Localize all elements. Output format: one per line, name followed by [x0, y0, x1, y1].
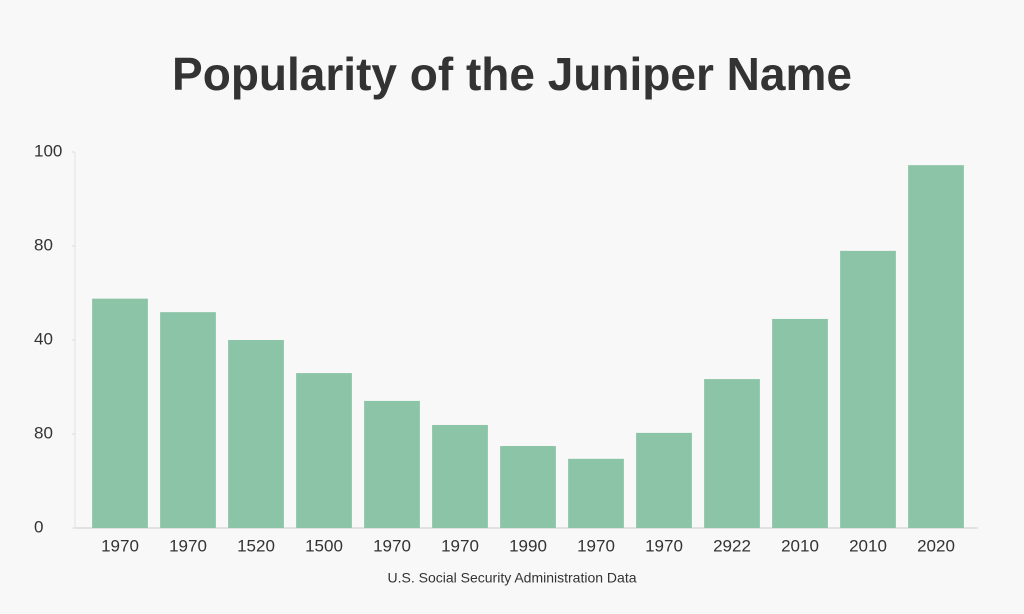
y-tick-label: 80: [34, 423, 53, 442]
bar: [160, 312, 216, 528]
x-tick-label: 1970: [441, 536, 479, 555]
x-tick-label: 1970: [169, 536, 207, 555]
x-tick-label: 1500: [305, 536, 343, 555]
x-tick-label: 2010: [849, 536, 887, 555]
bar: [228, 340, 284, 528]
x-tick-label: 1520: [237, 536, 275, 555]
y-tick-label: 100: [34, 141, 62, 160]
bar: [500, 446, 556, 528]
y-tick-label: 0: [34, 517, 43, 536]
x-tick-label: 1970: [101, 536, 139, 555]
x-tick-label: 1970: [373, 536, 411, 555]
y-tick-label: 40: [34, 329, 53, 348]
bar: [908, 165, 964, 528]
x-tick-label: 1990: [509, 536, 547, 555]
chart-title: Popularity of the Juniper Name: [172, 48, 852, 100]
bar: [772, 318, 828, 528]
y-tick-label: 80: [34, 235, 53, 254]
bar: [704, 379, 760, 528]
chart-subtitle: U.S. Social Security Administration Data: [388, 570, 637, 586]
bar: [568, 458, 624, 528]
x-tick-label: 1970: [645, 536, 683, 555]
x-tick-label: 2922: [713, 536, 751, 555]
x-tick-label: 1970: [577, 536, 615, 555]
bar: [840, 250, 896, 528]
x-tick-label: 2020: [917, 536, 955, 555]
bar: [92, 298, 148, 528]
bar: [296, 373, 352, 528]
bar: [432, 424, 488, 528]
bar: [364, 400, 420, 528]
x-tick-label: 2010: [781, 536, 819, 555]
bar: [636, 432, 692, 528]
